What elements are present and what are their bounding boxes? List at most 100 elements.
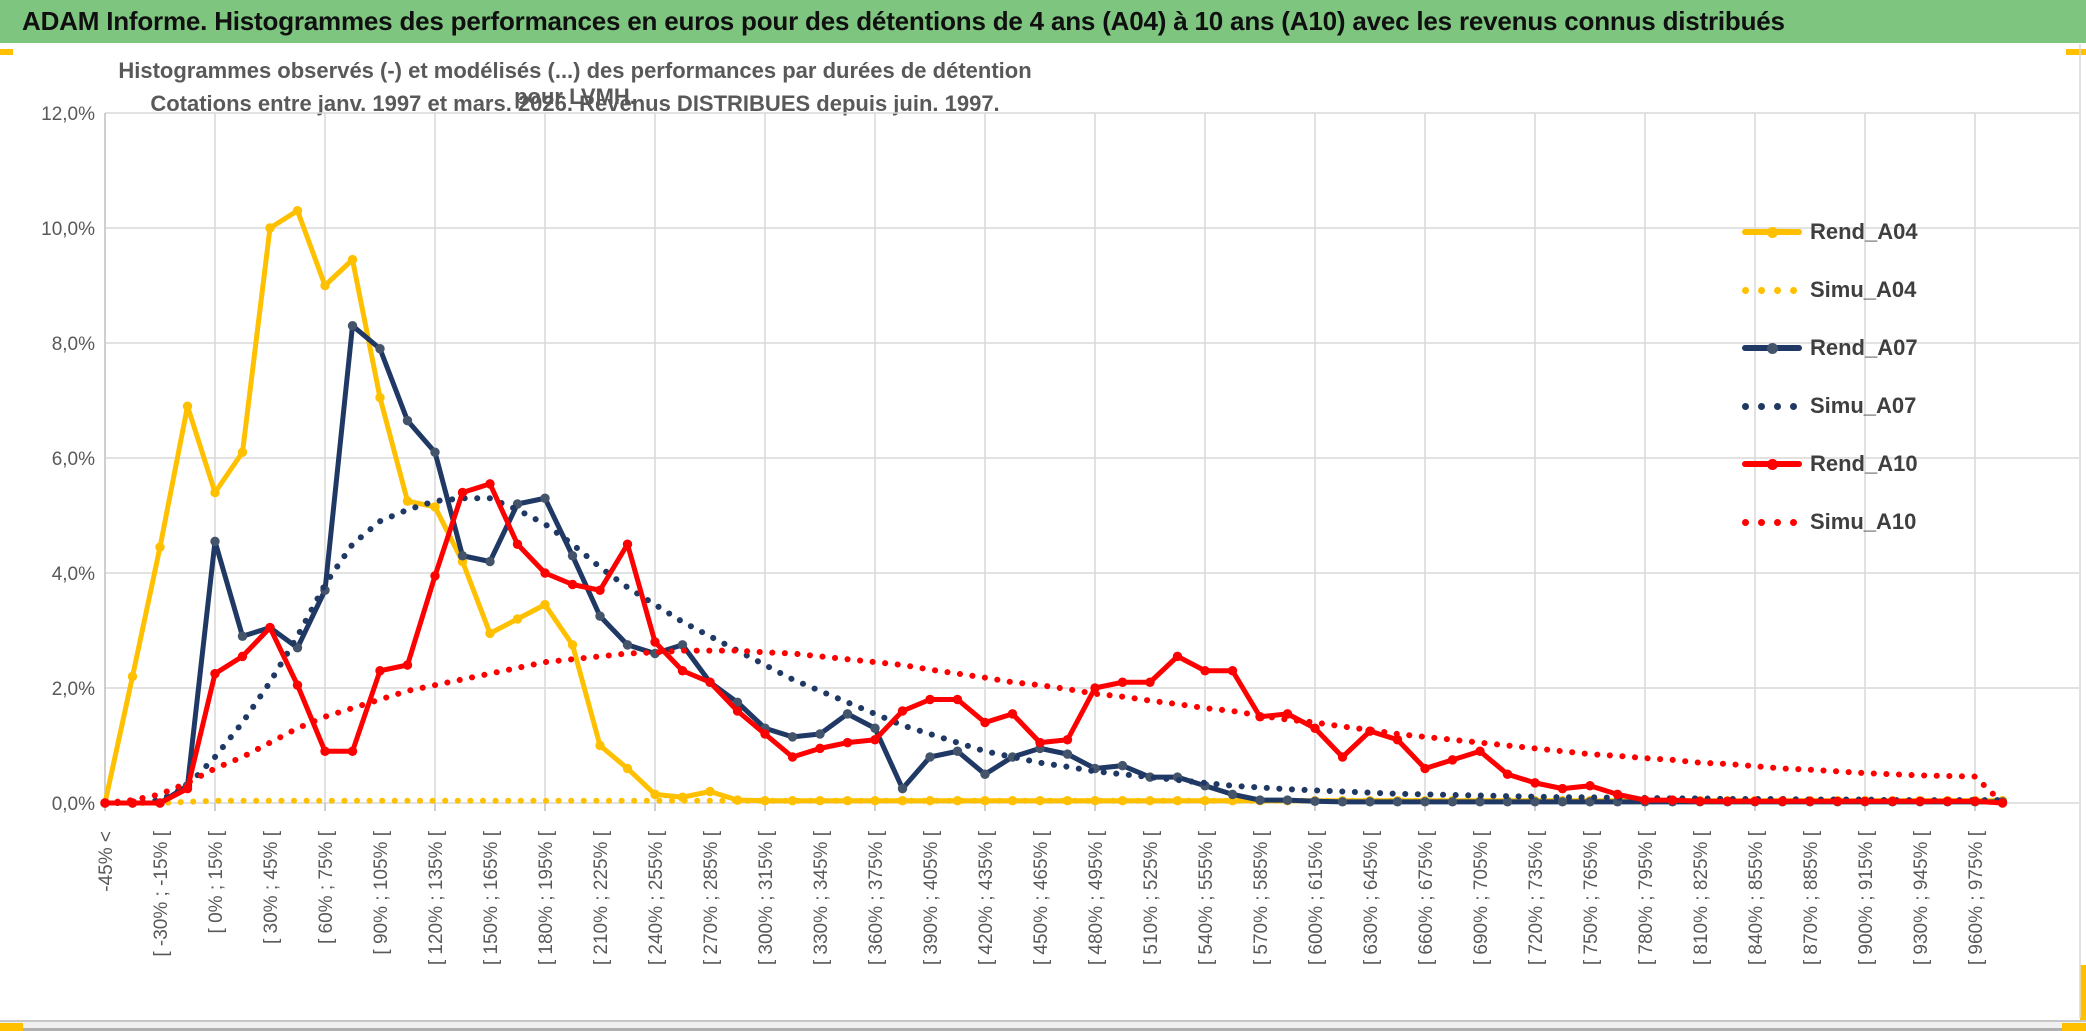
x-tick-label: [ 120% ; 135% [ [426,830,447,965]
series-marker-Rend_A10 [1695,796,1705,806]
series-marker-Rend_A04 [705,786,715,797]
series-line-Rend_A07 [105,323,2003,806]
legend-item-Rend_A04[interactable]: Rend_A04 [1742,203,2042,261]
series-marker-Rend_A10 [925,694,935,705]
x-tick-label: [ 930% ; 945% [ [1911,830,1932,965]
chart-legend: Rend_A04 Simu_A04 Rend_A07 Simu_A07 Rend_A10… [1742,203,2042,551]
series-marker-Rend_A07 [1337,797,1348,807]
series-marker-Rend_A10 [1750,796,1760,806]
series-marker-Rend_A07 [1557,797,1568,807]
x-tick-label: [ 360% ; 375% [ [866,830,887,965]
series-marker-Rend_A04 [1062,796,1073,806]
series-marker-Rend_A10 [1860,796,1870,806]
series-marker-Rend_A10 [485,479,495,489]
series-marker-Rend_A10 [402,660,413,670]
series-marker-Rend_A07 [375,344,385,354]
legend-item-Rend_A10[interactable]: Rend_A10 [1742,435,2042,493]
series-marker-Rend_A07 [485,556,495,567]
series-marker-Rend_A07 [1502,797,1513,807]
series-marker-Rend_A10 [1640,795,1650,805]
series-marker-Rend_A10 [870,735,880,745]
series-Rend_A07[interactable] [100,321,2008,808]
x-tick-label: [ 60% ; 75% [ [316,830,337,944]
series-marker-Rend_A04 [402,496,413,506]
series-marker-Rend_A07 [595,611,605,621]
legend-item-Simu_A07[interactable]: Simu_A07 [1742,377,2042,435]
series-marker-Rend_A07 [787,732,798,742]
series-marker-Rend_A04 [760,796,770,806]
series-marker-Rend_A04 [1090,796,1100,806]
x-tick-label: [ 840% ; 855% [ [1746,830,1767,965]
accent-strip-right [2080,965,2086,1022]
series-marker-Rend_A07 [1310,796,1320,806]
y-tick-label: 6,0% [52,449,95,470]
legend-label: Simu_A04 [1810,277,1917,302]
series-marker-Rend_A10 [842,737,853,748]
series-marker-Rend_A07 [1365,797,1375,807]
y-tick-label: 4,0% [52,564,95,585]
series-marker-Rend_A04 [237,447,248,457]
series-marker-Rend_A10 [182,783,193,794]
series-marker-Rend_A10 [1145,677,1155,687]
x-tick-label: [ 30% ; 45% [ [261,830,282,944]
series-marker-Rend_A10 [457,487,468,498]
series-marker-Rend_A07 [815,729,825,739]
x-tick-label: [ 660% ; 675% [ [1416,830,1437,965]
series-marker-Rend_A07 [1475,797,1485,807]
series-marker-Rend_A10 [292,680,303,690]
series-marker-Rend_A10 [705,677,715,687]
series-Simu_A10[interactable] [102,647,2006,806]
x-tick-label: [ 600% ; 615% [ [1306,830,1327,965]
series-marker-Rend_A10 [980,717,990,728]
series-marker-Rend_A10 [1007,709,1018,719]
legend-item-Simu_A04[interactable]: Simu_A04 [1742,261,2042,319]
series-marker-Rend_A07 [897,783,908,794]
series-marker-Rend_A10 [567,579,578,590]
series-marker-Rend_A04 [925,796,935,806]
series-marker-Rend_A10 [1915,796,1925,806]
series-marker-Rend_A10 [1612,789,1623,800]
legend-item-Simu_A10[interactable]: Simu_A10 [1742,493,2042,551]
series-marker-Rend_A10 [237,651,248,662]
accent-line-left [0,49,13,55]
status-accent-right [2062,1023,2086,1031]
x-tick-label: [ 450% ; 465% [ [1031,830,1052,965]
y-tick-label: 0,0% [52,794,95,815]
series-marker-Rend_A07 [237,631,248,641]
series-marker-Rend_A10 [1970,796,1980,806]
x-tick-label: [ 510% ; 525% [ [1141,830,1162,965]
series-Rend_A10[interactable] [100,479,2008,808]
series-marker-Rend_A10 [347,746,358,756]
y-tick-label: 10,0% [41,219,95,240]
legend-item-Rend_A07[interactable]: Rend_A07 [1742,319,2042,377]
x-tick-label: [ 960% ; 975% [ [1966,830,1987,965]
series-marker-Rend_A10 [1227,666,1238,676]
series-marker-Rend_A07 [567,551,578,561]
series-marker-Rend_A10 [1337,752,1348,762]
series-marker-Rend_A07 [952,746,963,756]
x-tick-label: [ 330% ; 345% [ [811,830,832,965]
series-marker-Rend_A07 [402,415,413,426]
series-marker-Rend_A07 [1282,795,1293,805]
series-marker-Rend_A07 [622,640,633,650]
series-marker-Rend_A10 [595,585,605,595]
series-marker-Rend_A10 [1557,783,1568,794]
legend-sample-dotted-icon [1742,285,1802,295]
series-marker-Rend_A10 [650,637,660,647]
x-tick-label: [ 810% ; 825% [ [1691,830,1712,965]
series-marker-Rend_A04 [595,740,605,751]
series-Simu_A04[interactable] [102,797,2006,806]
series-Simu_A07[interactable] [102,495,2006,806]
series-Rend_A04[interactable] [100,206,2008,808]
series-marker-Rend_A10 [430,571,440,581]
x-tick-label: [ 480% ; 495% [ [1086,830,1107,965]
series-marker-Rend_A04 [430,502,440,512]
accent-line-right [2066,49,2086,55]
series-marker-Rend_A07 [430,447,440,457]
series-marker-Rend_A10 [1035,737,1045,748]
series-marker-Rend_A04 [567,640,578,650]
series-marker-Rend_A07 [457,551,468,561]
legend-sample-solid-icon [1742,227,1802,238]
x-tick-label: [ -30% ; -15% [ [151,830,172,956]
